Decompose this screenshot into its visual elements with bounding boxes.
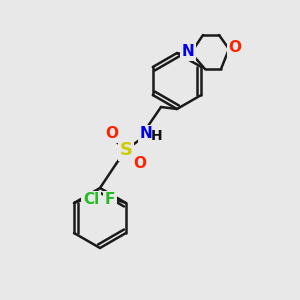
- Text: O: O: [106, 127, 118, 142]
- Text: O: O: [229, 40, 242, 56]
- Text: F: F: [105, 193, 115, 208]
- Text: Cl: Cl: [83, 193, 99, 208]
- Text: S: S: [119, 141, 133, 159]
- Text: N: N: [182, 44, 194, 59]
- Text: N: N: [140, 127, 152, 142]
- Text: O: O: [134, 157, 146, 172]
- Text: H: H: [151, 129, 163, 143]
